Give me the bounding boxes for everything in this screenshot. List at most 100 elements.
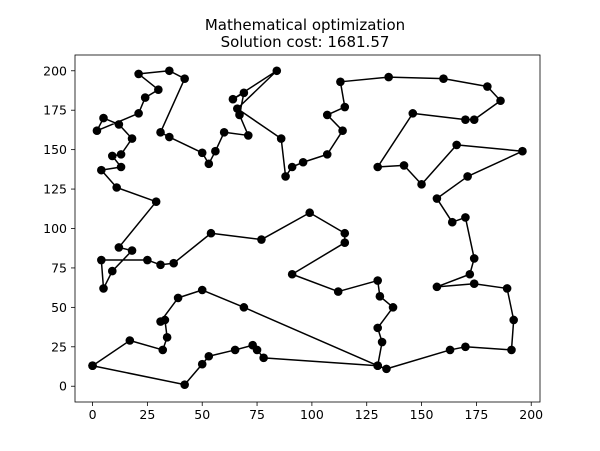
data-point [158,345,168,355]
data-point [173,293,183,303]
axes-frame [74,54,541,403]
y-tick-label: 175 [43,103,67,118]
data-point [140,93,150,102]
x-tick-label: 125 [355,407,379,422]
data-point [180,380,189,389]
y-tick-label: 75 [51,260,67,275]
data-point [114,243,124,252]
data-point [276,134,286,143]
data-point [114,120,124,129]
data-point [165,66,174,76]
y-tick-label: 25 [51,339,67,354]
data-point [259,353,268,363]
data-point [445,345,455,355]
x-tick-label: 50 [194,407,210,422]
data-point [322,150,332,159]
data-point [197,359,207,369]
data-point [156,260,165,270]
data-point [99,284,108,293]
data-point [99,113,108,123]
data-point [107,151,117,161]
data-point [127,246,137,255]
data-point [377,337,387,347]
data-point [408,109,418,118]
data-point [340,238,350,247]
data-point [287,269,297,279]
data-point [156,317,165,326]
data-point [219,127,229,137]
data-point [340,228,350,238]
data-point [239,303,249,312]
data-point [373,323,382,333]
data-point [373,361,382,371]
data-point [336,77,345,87]
data-point [340,102,350,112]
data-point [461,213,470,222]
data-point [509,315,518,325]
data-point [322,110,332,120]
data-point [333,287,343,296]
data-point [169,258,178,268]
data-point [97,255,106,265]
data-point [382,364,391,374]
data-point [88,361,97,371]
data-point [463,172,472,181]
data-point [507,345,516,355]
x-tick-label: 200 [519,407,543,422]
x-tick-label: 175 [464,407,488,422]
data-point [461,115,470,124]
data-point [204,159,214,169]
data-point [92,126,102,136]
data-point [154,85,163,94]
data-point [228,94,238,104]
data-point [206,228,216,238]
data-point [243,131,253,140]
data-point [439,74,448,83]
data-point [272,66,282,76]
data-point [373,276,382,285]
x-tick-label: 0 [89,407,97,422]
data-point [97,165,106,175]
data-point [465,269,475,279]
data-point [143,255,152,265]
y-tick-label: 200 [43,63,67,78]
data-point [375,292,385,301]
chart-subtitle: Solution cost: 1681.57 [221,33,390,51]
x-tick-label: 75 [249,407,265,422]
y-tick-label: 125 [43,182,67,197]
data-point [134,69,143,79]
data-point [239,88,249,98]
data-point [399,161,409,170]
data-point [461,342,470,352]
data-point [384,72,393,82]
data-point [204,351,214,361]
data-point [156,127,165,137]
data-point [469,115,479,124]
data-point [180,74,189,83]
data-point [281,172,290,181]
data-point [502,284,512,293]
data-point [305,208,314,218]
data-point [257,235,266,244]
data-point [127,134,137,143]
data-point [432,282,442,292]
data-point [107,266,117,276]
data-point [496,96,505,106]
data-point [211,146,220,156]
x-tick-label: 100 [300,407,324,422]
plot-area: 0 25 50 75 100 125 150 175 200 0 25 50 75 100 125 150 17… [43,54,543,422]
data-point [518,146,527,156]
x-tick-label: 25 [139,407,155,422]
y-tick-label: 150 [43,142,67,157]
data-point [165,132,174,142]
data-point [134,109,143,118]
data-point [483,82,492,91]
tour-line [92,70,524,386]
data-point [197,285,207,295]
x-tick-label: 150 [410,407,434,422]
y-tick-label: 50 [51,300,67,315]
data-point [447,217,457,227]
data-point [125,336,135,345]
